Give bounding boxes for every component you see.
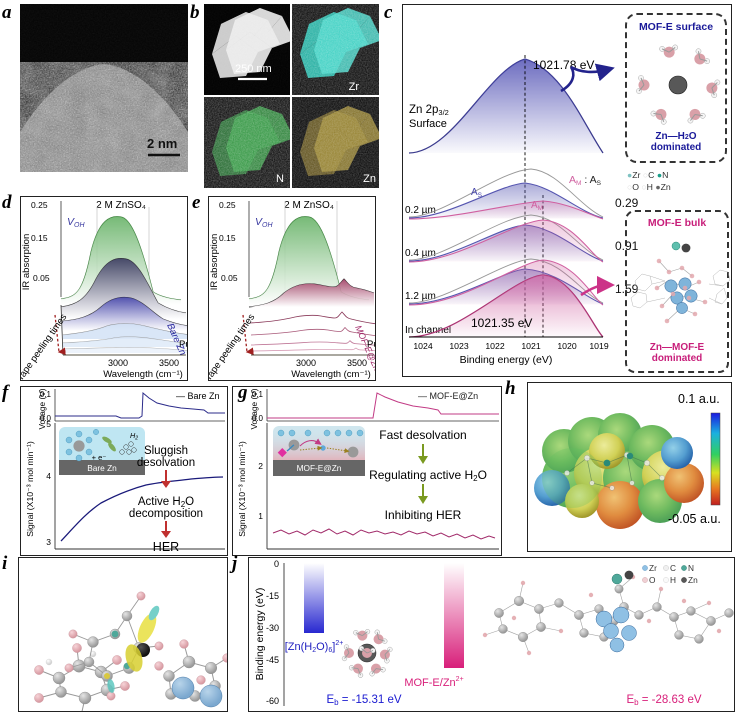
svg-text:1021: 1021 xyxy=(521,341,540,351)
svg-text:C: C xyxy=(670,563,676,573)
svg-text:2 M ZnSO₄: 2 M ZnSO₄ xyxy=(96,200,146,211)
svg-text:desolvation: desolvation xyxy=(137,457,195,469)
svg-text:-30: -30 xyxy=(266,623,279,633)
svg-text:Pure Zn: Pure Zn xyxy=(367,339,376,350)
svg-text:2: 2 xyxy=(258,461,263,471)
svg-text:Tape peeling times: Tape peeling times xyxy=(21,312,69,381)
svg-text:IR absorption: IR absorption xyxy=(209,234,220,291)
svg-text:Binding energy (eV): Binding energy (eV) xyxy=(460,354,553,366)
svg-text:3: 3 xyxy=(337,554,342,556)
svg-text:-45: -45 xyxy=(266,655,279,665)
svg-text:4: 4 xyxy=(46,471,51,481)
svg-text:1019: 1019 xyxy=(589,341,608,351)
svg-text:IR absorption: IR absorption xyxy=(21,234,32,291)
svg-text:Zn: Zn xyxy=(363,173,376,185)
svg-text:Signal (X10⁻³ mol min⁻¹): Signal (X10⁻³ mol min⁻¹) xyxy=(237,441,247,537)
svg-text:VOH: VOH xyxy=(67,216,85,229)
svg-text:0.15: 0.15 xyxy=(31,233,48,243)
svg-text:Wavelength (cm⁻¹): Wavelength (cm⁻¹) xyxy=(291,369,371,380)
svg-text:N: N xyxy=(276,173,284,185)
svg-text:AM : AS: AM : AS xyxy=(569,174,602,187)
svg-text:— Bare Zn: — Bare Zn xyxy=(176,391,220,401)
svg-text:H: H xyxy=(670,575,676,585)
svg-text:MOF-E/Zn2+: MOF-E/Zn2+ xyxy=(404,676,463,689)
svg-text:1: 1 xyxy=(289,554,294,556)
svg-text:Bare Zn: Bare Zn xyxy=(87,463,117,473)
svg-text:AS: AS xyxy=(471,187,483,199)
svg-text:7: 7 xyxy=(433,554,438,556)
svg-text:-15: -15 xyxy=(266,591,279,601)
svg-text:1.2 µm: 1.2 µm xyxy=(405,291,436,302)
svg-text:Zr: Zr xyxy=(349,81,360,93)
svg-text:2 nm: 2 nm xyxy=(147,136,177,151)
svg-text:3: 3 xyxy=(46,537,51,547)
svg-text:0.1 a.u.: 0.1 a.u. xyxy=(678,392,720,406)
svg-text:2: 2 xyxy=(313,554,318,556)
svg-text:3500: 3500 xyxy=(347,358,367,368)
svg-text:VOH: VOH xyxy=(255,216,273,229)
svg-text:[Zn(H2O)6]2+: [Zn(H2O)6]2+ xyxy=(285,640,344,654)
svg-text:0.2 µm: 0.2 µm xyxy=(405,205,436,216)
svg-text:0.05: 0.05 xyxy=(33,273,50,283)
svg-text:5: 5 xyxy=(46,419,51,429)
svg-text:0.25: 0.25 xyxy=(31,200,48,210)
svg-text:0.25: 0.25 xyxy=(219,200,236,210)
svg-text:6: 6 xyxy=(197,554,202,556)
svg-text:Voltage (V): Voltage (V) xyxy=(249,388,259,429)
svg-text:Inhibiting HER: Inhibiting HER xyxy=(385,508,462,522)
svg-text:4: 4 xyxy=(149,554,154,556)
svg-text:Pure Z: Pure Z xyxy=(179,339,188,350)
svg-text:1020: 1020 xyxy=(557,341,576,351)
svg-text:O: O xyxy=(649,575,656,585)
svg-text:Fast desolvation: Fast desolvation xyxy=(379,428,466,442)
svg-text:-0.05 a.u.: -0.05 a.u. xyxy=(668,512,721,526)
svg-text:N: N xyxy=(688,563,694,573)
svg-text:0: 0 xyxy=(274,559,279,569)
svg-text:+ e⁻: + e⁻ xyxy=(92,453,107,462)
svg-text:0.29: 0.29 xyxy=(615,196,639,210)
svg-text:Zn 2p3/2: Zn 2p3/2 xyxy=(409,104,449,117)
svg-text:1024: 1024 xyxy=(413,341,432,351)
svg-text:Binding energy (eV): Binding energy (eV) xyxy=(254,588,266,681)
svg-text:5: 5 xyxy=(173,554,178,556)
svg-text:MOF-E@Zn: MOF-E@Zn xyxy=(297,463,342,473)
svg-text:5: 5 xyxy=(385,554,390,556)
svg-text:4: 4 xyxy=(361,554,366,556)
svg-text:1021.78 eV: 1021.78 eV xyxy=(533,58,594,72)
svg-text:1021.35 eV: 1021.35 eV xyxy=(471,316,532,330)
svg-text:0.15: 0.15 xyxy=(219,233,236,243)
svg-text:Tape peeling times: Tape peeling times xyxy=(209,312,257,381)
svg-text:HER: HER xyxy=(153,540,179,554)
svg-text:7: 7 xyxy=(221,554,226,556)
svg-text:Regulating active H2O: Regulating active H2O xyxy=(369,468,487,483)
svg-text:1023: 1023 xyxy=(449,341,468,351)
svg-text:3000: 3000 xyxy=(296,358,316,368)
svg-text:1: 1 xyxy=(77,554,82,556)
svg-text:2 M ZnSO₄: 2 M ZnSO₄ xyxy=(284,200,334,211)
svg-text:1: 1 xyxy=(258,511,263,521)
svg-text:decomposition: decomposition xyxy=(129,508,203,520)
svg-text:250 nm: 250 nm xyxy=(235,63,272,75)
svg-text:2: 2 xyxy=(101,554,106,556)
svg-text:-60: -60 xyxy=(266,696,279,706)
svg-text:Zn: Zn xyxy=(688,575,698,585)
svg-text:Eb = -15.31 eV: Eb = -15.31 eV xyxy=(326,694,401,707)
svg-text:Sluggish: Sluggish xyxy=(144,445,188,457)
svg-text:Signal (X10⁻³ mol min⁻¹): Signal (X10⁻³ mol min⁻¹) xyxy=(25,441,35,537)
svg-text:Wavelength (cm⁻¹): Wavelength (cm⁻¹) xyxy=(103,369,183,380)
svg-text:Zr: Zr xyxy=(649,563,657,573)
svg-text:1022: 1022 xyxy=(485,341,504,351)
svg-text:3000: 3000 xyxy=(108,358,128,368)
svg-text:6: 6 xyxy=(409,554,414,556)
svg-text:3: 3 xyxy=(125,554,130,556)
svg-text:3500: 3500 xyxy=(159,358,179,368)
svg-text:Eb = -28.63 eV: Eb = -28.63 eV xyxy=(626,694,701,707)
svg-text:Surface: Surface xyxy=(409,118,447,130)
svg-text:0.4 µm: 0.4 µm xyxy=(405,248,436,259)
svg-text:— MOF-E@Zn: — MOF-E@Zn xyxy=(418,391,478,401)
svg-text:0.05: 0.05 xyxy=(221,273,238,283)
